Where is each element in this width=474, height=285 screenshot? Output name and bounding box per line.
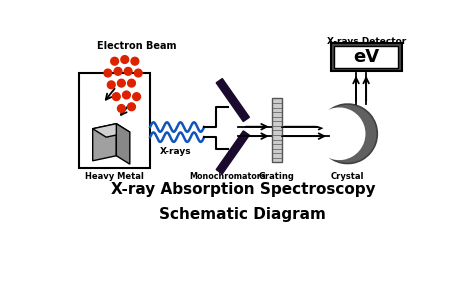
Text: Electron Beam: Electron Beam xyxy=(97,41,176,51)
Circle shape xyxy=(135,69,142,77)
Polygon shape xyxy=(116,124,130,164)
Circle shape xyxy=(133,93,140,101)
Text: X-ray Absorption Spectroscopy: X-ray Absorption Spectroscopy xyxy=(110,182,375,197)
Circle shape xyxy=(114,68,122,75)
Polygon shape xyxy=(216,79,249,121)
Circle shape xyxy=(128,103,136,111)
Circle shape xyxy=(121,56,128,63)
Circle shape xyxy=(118,79,125,87)
Bar xyxy=(334,46,398,68)
Circle shape xyxy=(112,93,120,101)
Polygon shape xyxy=(93,124,116,161)
Text: Monochromators: Monochromators xyxy=(190,172,266,181)
Bar xyxy=(331,43,401,71)
Text: Crystal: Crystal xyxy=(331,172,365,181)
Circle shape xyxy=(118,105,125,112)
Text: Schematic Diagram: Schematic Diagram xyxy=(159,207,327,222)
Wedge shape xyxy=(314,107,365,160)
Text: Heavy Metal: Heavy Metal xyxy=(85,172,144,181)
Bar xyxy=(79,73,150,168)
Circle shape xyxy=(108,81,115,89)
Polygon shape xyxy=(93,124,130,137)
Wedge shape xyxy=(319,104,377,164)
Text: X-rays: X-rays xyxy=(160,147,191,156)
Circle shape xyxy=(111,57,118,65)
Circle shape xyxy=(131,57,139,65)
Circle shape xyxy=(128,79,136,87)
Polygon shape xyxy=(216,131,249,174)
Text: X-rays Detector: X-rays Detector xyxy=(327,37,406,46)
Circle shape xyxy=(124,68,132,75)
Text: Grating: Grating xyxy=(259,172,295,181)
Circle shape xyxy=(123,91,130,99)
Text: eV: eV xyxy=(353,48,379,66)
Circle shape xyxy=(104,69,112,77)
Bar xyxy=(272,98,282,162)
